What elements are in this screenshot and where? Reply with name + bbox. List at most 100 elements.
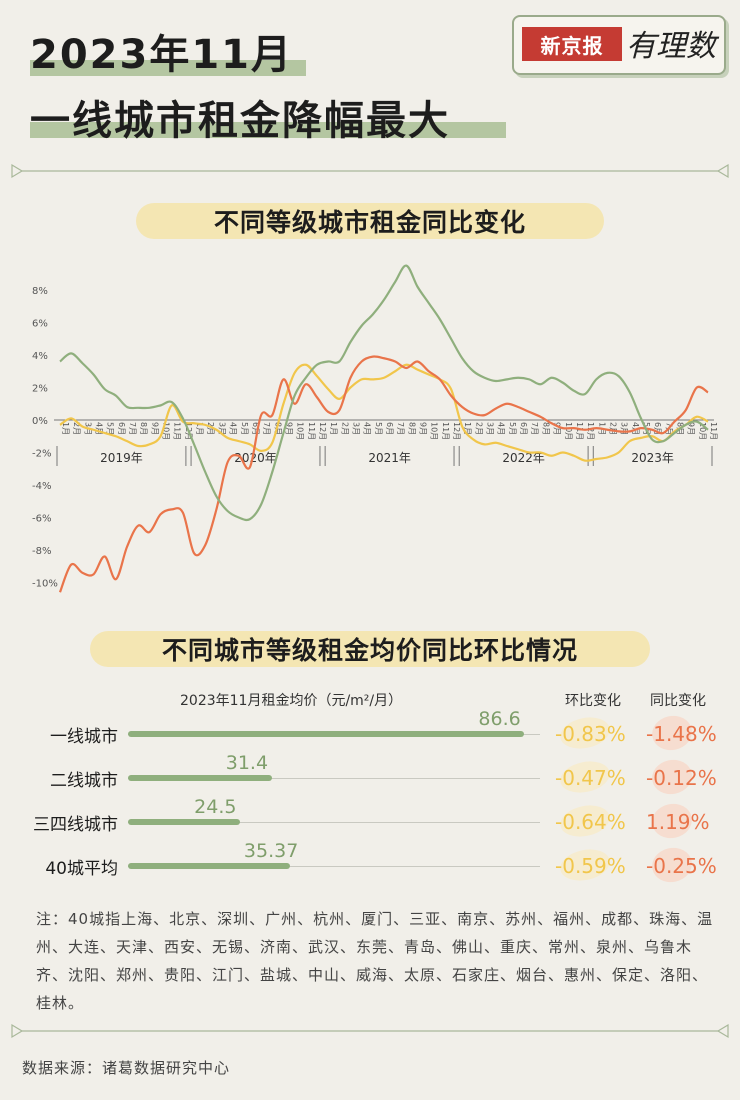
month-tick-label: 5月 — [240, 422, 249, 435]
month-tick-label: 2月 — [608, 422, 617, 435]
bar-category-label: 二线城市 — [50, 771, 118, 791]
mom-value: -0.47% — [555, 766, 626, 790]
month-tick-label: 4月 — [229, 422, 238, 435]
brand-logo: 新京报 有理数 — [512, 15, 726, 75]
month-tick-label: 3月 — [217, 422, 226, 435]
mom-value: -0.64% — [555, 810, 626, 834]
title-highlight-1 — [30, 60, 306, 76]
month-tick-label: 12月 — [586, 422, 595, 440]
series-line-tier34 — [59, 363, 709, 462]
month-tick-label: 9月 — [687, 422, 696, 435]
line-chart: 8%6%4%2%0%-2%-4%-6%-8%-10%1月 2月 3月 4月 5月 6月 7月… — [32, 264, 718, 593]
bar-value-label: 24.5 — [194, 796, 237, 818]
y-tick-label: 0% — [32, 416, 48, 427]
year-label: 2021年 — [368, 451, 411, 465]
month-tick-label: 3月 — [351, 422, 360, 435]
month-tick-label: 6月 — [653, 422, 662, 435]
title-highlight-2 — [30, 122, 506, 138]
bar-value-label: 31.4 — [225, 752, 269, 774]
month-tick-label: 11月 — [307, 422, 316, 440]
yoy-value: -0.25% — [646, 854, 717, 878]
month-tick-label: 4月 — [497, 422, 506, 435]
month-tick-label: 11月 — [173, 422, 182, 440]
bar — [128, 731, 525, 737]
month-tick-label: 8月 — [139, 422, 148, 435]
y-tick-label: -8% — [32, 546, 51, 557]
month-tick-label: 6月 — [251, 422, 260, 435]
y-tick-label: 2% — [32, 384, 48, 395]
bar-guide-line — [128, 866, 540, 867]
bar — [128, 819, 241, 825]
month-tick-label: 7月 — [128, 422, 137, 435]
series-line-tier1 — [59, 264, 709, 522]
y-tick-label: 8% — [32, 286, 48, 297]
y-tick-label: -10% — [32, 579, 58, 590]
month-tick-label: 12月 — [318, 422, 327, 440]
month-tick-label: 8月 — [407, 422, 416, 435]
month-tick-label: 11月 — [709, 422, 718, 440]
month-tick-label: 8月 — [541, 422, 550, 435]
yoy-header: 同比变化 — [650, 693, 706, 709]
month-tick-label: 9月 — [284, 422, 293, 435]
month-tick-label: 4月 — [363, 422, 372, 435]
bar-chart-title: 不同城市等级租金均价同比环比情况 — [90, 631, 650, 667]
mom-value: -0.83% — [555, 722, 626, 746]
page-title-line2: 一线城市租金降幅最大 — [30, 98, 450, 144]
bar-guide-line — [128, 822, 540, 823]
month-tick-label: 5月 — [508, 422, 517, 435]
bar-category-label: 40城平均 — [45, 859, 118, 879]
month-tick-label: 10月 — [162, 422, 171, 440]
month-tick-label: 7月 — [396, 422, 405, 435]
bar-value-label: 35.37 — [243, 840, 299, 862]
y-tick-label: 4% — [32, 351, 48, 362]
divider-bottom — [11, 1023, 729, 1039]
month-tick-label: 10月 — [296, 422, 305, 440]
month-tick-label: 10月 — [564, 422, 573, 440]
year-label: 2022年 — [502, 451, 545, 465]
mom-header: 环比变化 — [565, 693, 621, 709]
bar-column-title: 2023年11月租金均价（元/m²/月） — [180, 693, 403, 709]
bar — [128, 775, 272, 781]
month-tick-label: 2月 — [340, 422, 349, 435]
yoy-value: -1.48% — [646, 722, 717, 746]
month-tick-label: 2月 — [206, 422, 215, 435]
month-tick-label: 2月 — [474, 422, 483, 435]
yoy-value: 1.19% — [646, 810, 710, 834]
y-tick-label: -4% — [32, 481, 51, 492]
bar-value-label: 86.6 — [478, 708, 521, 730]
bar-category-label: 一线城市 — [50, 727, 118, 747]
month-tick-label: 9月 — [553, 422, 562, 435]
source-text: 数据来源：诸葛数据研究中心 — [22, 1059, 231, 1077]
month-tick-label: 3月 — [486, 422, 495, 435]
logo-left-text: 新京报 — [522, 27, 622, 61]
y-tick-label: -2% — [32, 449, 51, 460]
month-tick-label: 10月 — [698, 422, 707, 440]
month-tick-label: 6月 — [117, 422, 126, 435]
month-tick-label: 7月 — [262, 422, 271, 435]
month-tick-label: 11月 — [575, 422, 584, 440]
month-tick-label: 6月 — [385, 422, 394, 435]
year-label: 2023年 — [631, 451, 674, 465]
month-tick-label: 1月 — [463, 422, 472, 435]
note-text: 注：40城指上海、北京、深圳、广州、杭州、厦门、三亚、南京、苏州、福州、成都、珠… — [36, 910, 714, 1012]
mom-value: -0.59% — [555, 854, 626, 878]
year-label: 2019年 — [100, 451, 143, 465]
month-tick-label: 5月 — [106, 422, 115, 435]
month-tick-label: 10月 — [430, 422, 439, 440]
line-chart-title: 不同等级城市租金同比变化 — [136, 203, 604, 239]
month-tick-label: 7月 — [530, 422, 539, 435]
month-tick-label: 1月 — [195, 422, 204, 435]
month-tick-label: 4月 — [95, 422, 104, 435]
bar — [128, 863, 290, 869]
y-tick-label: -6% — [32, 514, 51, 525]
month-tick-label: 12月 — [452, 422, 461, 440]
year-label: 2020年 — [234, 451, 277, 465]
month-tick-label: 5月 — [374, 422, 383, 435]
month-tick-label: 1月 — [61, 422, 70, 435]
month-tick-label: 11月 — [441, 422, 450, 440]
page-title-line1: 2023年11月 — [30, 32, 293, 78]
month-tick-label: 1月 — [329, 422, 338, 435]
month-tick-label: 6月 — [519, 422, 528, 435]
month-tick-label: 9月 — [150, 422, 159, 435]
month-tick-label: 2月 — [72, 422, 81, 435]
